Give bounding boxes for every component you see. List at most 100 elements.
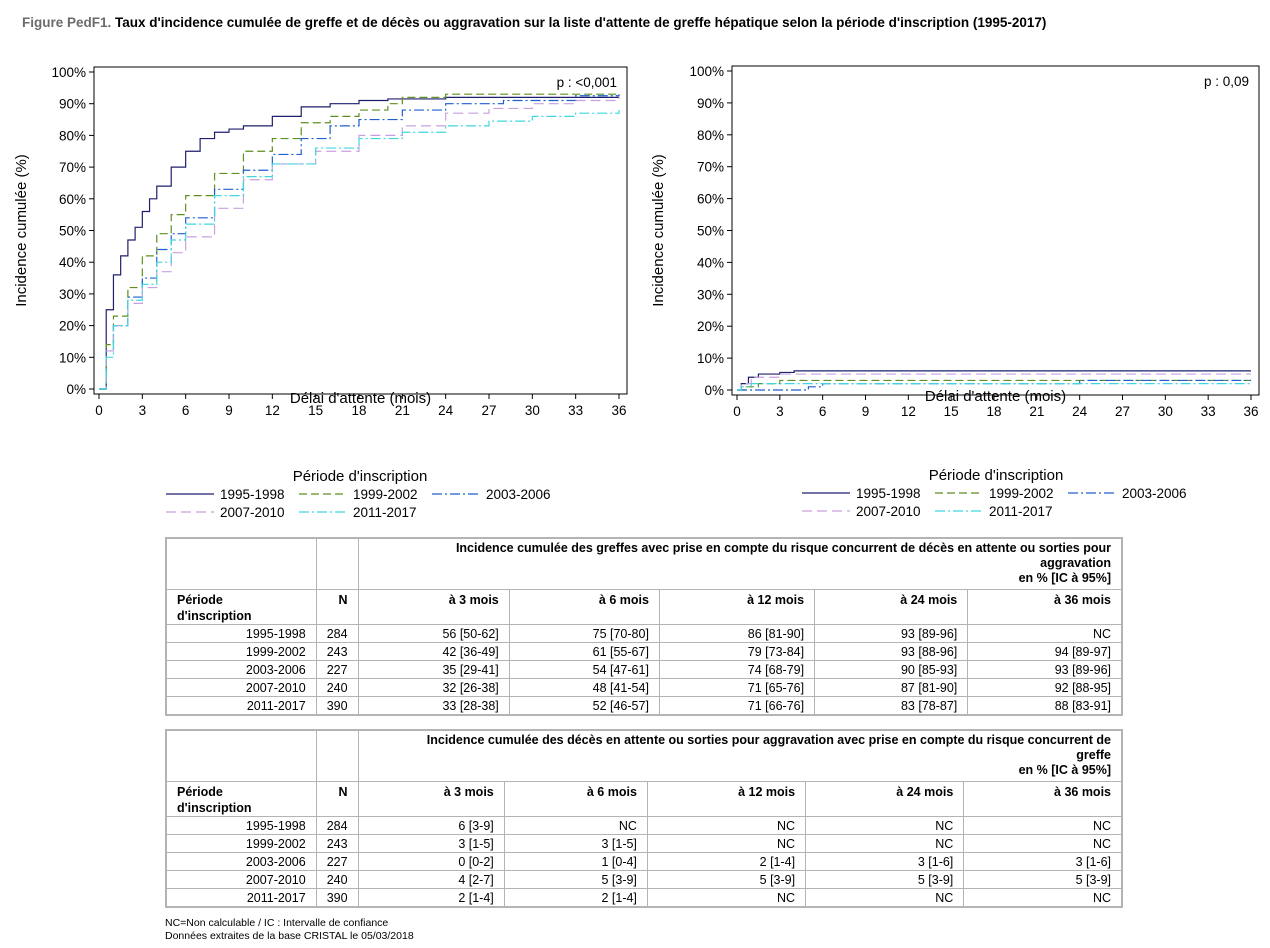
y-tick-label: 40%: [697, 255, 724, 270]
n-cell: 240: [315, 678, 359, 697]
y-tick-label: 70%: [59, 160, 86, 175]
x-tick-label: 24: [1072, 404, 1088, 419]
figure-label: Figure PedF1.: [22, 15, 112, 30]
p-value-annotation: p : <0,001: [557, 75, 617, 90]
value-cell: NC: [967, 624, 1123, 643]
y-tick-label: 80%: [697, 128, 724, 143]
value-cell: 94 [89-97]: [967, 642, 1123, 661]
period-cell: 2007-2010: [165, 678, 317, 697]
value-cell: 87 [81-90]: [814, 678, 969, 697]
value-cell: 56 [50-62]: [357, 624, 510, 643]
value-cell: 6 [3-9]: [357, 816, 505, 835]
table-corner-cell: [165, 729, 317, 782]
table-title: Incidence cumulée des décès en attente o…: [357, 729, 1123, 782]
y-tick-label: 10%: [697, 351, 724, 366]
value-cell: NC: [646, 888, 807, 908]
y-tick-label: 70%: [697, 160, 724, 175]
value-cell: NC: [503, 816, 648, 835]
legend-label: 2003-2006: [1122, 486, 1187, 501]
value-cell: 74 [68-79]: [658, 660, 816, 679]
table-row: 2011-2017 390 33 [28-38] 52 [46-57] 71 [66-7…: [165, 696, 1123, 716]
table-row: 2003-2006 227 35 [29-41] 54 [47-61] 74 [68-7…: [165, 660, 1123, 679]
series-line: [99, 94, 620, 390]
value-cell: 5 [3-9]: [646, 870, 807, 889]
value-cell: 71 [65-76]: [658, 678, 816, 697]
series-line: [737, 379, 1251, 391]
y-tick-label: 80%: [59, 128, 86, 143]
period-cell: 1995-1998: [165, 816, 317, 835]
table-title-line: Incidence cumulée des greffes avec prise…: [455, 541, 1111, 555]
p-value-annotation: p : 0,09: [1204, 74, 1249, 89]
x-tick-label: 27: [1115, 404, 1130, 419]
value-cell: 2 [1-4]: [646, 852, 807, 871]
value-cell: NC: [805, 816, 965, 835]
table-title-line: en % [IC à 95%]: [1018, 571, 1111, 585]
column-header: à 3 mois: [357, 589, 510, 625]
value-cell: 83 [78-87]: [814, 696, 969, 716]
column-header: à 12 mois: [658, 589, 816, 625]
x-tick-label: 15: [944, 404, 959, 419]
period-cell: 2011-2017: [165, 696, 317, 716]
y-tick-label: 90%: [697, 96, 724, 111]
y-tick-label: 40%: [59, 255, 86, 270]
value-cell: 75 [70-80]: [508, 624, 660, 643]
n-cell: 227: [315, 852, 359, 871]
footnote: NC=Non calculable / IC : Intervalle de c…: [165, 917, 389, 929]
n-cell: 240: [315, 870, 359, 889]
y-tick-label: 100%: [689, 64, 724, 79]
n-cell: 227: [315, 660, 359, 679]
legend-label: 1999-2002: [989, 486, 1054, 501]
figure-title: Figure PedF1. Taux d'incidence cumulée d…: [22, 15, 1046, 30]
x-tick-label: 33: [1201, 404, 1216, 419]
column-header: à 36 mois: [963, 781, 1123, 817]
value-cell: 90 [85-93]: [814, 660, 969, 679]
death-incidence-table: Incidence cumulée des décès en attente o…: [165, 729, 1123, 908]
column-header: à 6 mois: [508, 589, 660, 625]
value-cell: 48 [41-54]: [508, 678, 660, 697]
series-line: [99, 96, 619, 390]
n-cell: 284: [315, 624, 359, 643]
value-cell: 93 [88-96]: [814, 642, 969, 661]
y-tick-label: 60%: [59, 192, 86, 207]
column-header: à 3 mois: [357, 781, 505, 817]
legend-title: Période d'inscription: [293, 468, 428, 485]
y-tick-label: 10%: [59, 350, 86, 365]
column-header-n: N: [315, 781, 359, 817]
x-tick-label: 0: [95, 403, 103, 418]
x-axis-label: Délai d'attente (mois): [290, 390, 431, 407]
table-row: 1999-2002 243 3 [1-5] 3 [1-5] NC NC NC: [165, 834, 1123, 853]
x-tick-label: 9: [862, 404, 870, 419]
value-cell: 35 [29-41]: [357, 660, 510, 679]
value-cell: 61 [55-67]: [508, 642, 660, 661]
legend-title: Période d'inscription: [929, 467, 1064, 484]
value-cell: 92 [88-95]: [967, 678, 1123, 697]
x-tick-label: 12: [265, 403, 280, 418]
value-cell: 5 [3-9]: [805, 870, 965, 889]
column-header: à 6 mois: [503, 781, 648, 817]
period-cell: 1995-1998: [165, 624, 317, 643]
n-cell: 284: [315, 816, 359, 835]
value-cell: 3 [1-6]: [805, 852, 965, 871]
table-row: 1995-1998 284 6 [3-9] NC NC NC NC: [165, 816, 1123, 835]
y-tick-label: 20%: [59, 319, 86, 334]
x-tick-label: 27: [481, 403, 496, 418]
legend-label: 2011-2017: [353, 505, 417, 520]
x-tick-label: 18: [351, 403, 366, 418]
table-title-line: en % [IC à 95%]: [1018, 763, 1111, 777]
value-cell: 33 [28-38]: [357, 696, 510, 716]
value-cell: 2 [1-4]: [357, 888, 505, 908]
period-cell: 1999-2002: [165, 834, 317, 853]
column-header-n: N: [315, 589, 359, 625]
x-tick-label: 30: [525, 403, 540, 418]
value-cell: 1 [0-4]: [503, 852, 648, 871]
column-header: à 24 mois: [805, 781, 965, 817]
legend-label: 2011-2017: [989, 504, 1053, 519]
chart-death-incidence: 0%10%20%30%40%50%60%70%80%90%100%0 3 6 9 12 1…: [650, 64, 1260, 519]
y-tick-label: 20%: [697, 319, 724, 334]
chart-graft-incidence: 0%10%20%30%40%50%60%70%80%90%100%0 3 6 9 12 1…: [13, 65, 628, 520]
value-cell: 42 [36-49]: [357, 642, 510, 661]
n-cell: 243: [315, 642, 359, 661]
x-tick-label: 3: [776, 404, 784, 419]
value-cell: NC: [963, 816, 1123, 835]
table-title-line: greffe: [1076, 748, 1111, 762]
